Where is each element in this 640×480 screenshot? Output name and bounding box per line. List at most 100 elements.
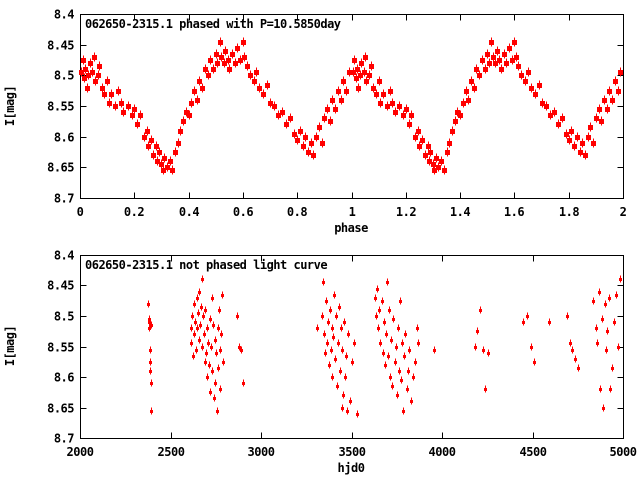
- data-point: [569, 342, 572, 345]
- data-point: [211, 370, 214, 373]
- data-point: [602, 407, 605, 410]
- data-point: [346, 410, 349, 413]
- x-tick-label: 2500: [158, 445, 185, 459]
- data-point: [344, 376, 347, 379]
- data-point: [604, 303, 607, 306]
- data-point: [329, 309, 332, 312]
- data-point: [552, 110, 557, 115]
- data-point: [93, 79, 98, 84]
- data-point: [100, 86, 105, 91]
- data-point: [119, 101, 124, 106]
- data-point: [436, 165, 441, 170]
- data-point: [474, 67, 479, 72]
- data-point: [566, 315, 569, 318]
- data-point: [295, 138, 300, 143]
- data-point: [595, 327, 598, 330]
- data-point: [351, 361, 354, 364]
- bottom-plot-axes: 2000 2500 3000 3500 4000 4500 5000 8.4 8.45 8.5 8.…: [47, 249, 637, 460]
- data-point: [564, 132, 569, 137]
- data-point: [219, 349, 222, 352]
- data-point: [605, 107, 610, 112]
- data-point: [336, 89, 341, 94]
- data-point: [594, 116, 599, 121]
- data-point: [342, 394, 345, 397]
- data-point: [190, 342, 193, 345]
- data-point: [608, 297, 611, 300]
- data-point: [331, 327, 334, 330]
- data-point: [485, 52, 490, 57]
- x-tick-label: 0.6: [233, 205, 253, 219]
- data-point: [331, 376, 334, 379]
- y-tick-label: 8.4: [54, 249, 74, 263]
- data-point: [221, 294, 224, 297]
- data-point: [617, 346, 620, 349]
- data-point: [209, 318, 212, 321]
- data-point: [596, 342, 599, 345]
- data-point: [338, 306, 341, 309]
- data-point: [416, 327, 419, 330]
- data-point: [311, 153, 316, 158]
- x-tick-label: 1.8: [559, 205, 579, 219]
- data-point: [306, 150, 311, 155]
- data-point: [529, 86, 534, 91]
- data-point: [326, 342, 329, 345]
- data-point: [343, 321, 346, 324]
- data-point: [330, 98, 335, 103]
- data-point: [148, 321, 151, 324]
- data-point: [223, 49, 228, 54]
- data-point: [526, 315, 529, 318]
- y-tick-label: 8.55: [47, 341, 74, 355]
- data-point: [618, 70, 623, 75]
- data-point: [203, 67, 208, 72]
- data-point: [605, 349, 608, 352]
- data-point: [150, 382, 153, 385]
- data-point: [328, 364, 331, 367]
- data-point: [325, 107, 330, 112]
- data-point: [242, 55, 247, 60]
- y-tick-label: 8.5: [54, 69, 74, 83]
- data-point: [414, 361, 417, 364]
- data-point: [433, 349, 436, 352]
- data-point: [455, 110, 460, 115]
- data-point: [298, 129, 303, 134]
- y-tick-label: 8.55: [47, 100, 74, 114]
- data-point: [588, 125, 593, 130]
- data-point: [378, 101, 383, 106]
- data-point: [233, 61, 238, 66]
- data-point: [526, 70, 531, 75]
- data-point: [323, 333, 326, 336]
- data-point: [533, 361, 536, 364]
- y-tick-label: 8.6: [54, 371, 74, 385]
- bottom-plot-title: 062650-2315.1 not phased light curve: [85, 258, 327, 272]
- data-point: [216, 410, 219, 413]
- plot-border: [80, 255, 624, 439]
- y-tick-label: 8.7: [54, 192, 74, 206]
- data-point: [466, 98, 471, 103]
- data-point: [383, 321, 386, 324]
- data-point: [569, 129, 574, 134]
- y-tick-label: 8.6: [54, 131, 74, 145]
- data-point: [155, 159, 160, 164]
- data-point: [341, 79, 346, 84]
- data-point: [192, 89, 197, 94]
- data-point: [560, 116, 565, 121]
- data-point: [189, 101, 194, 106]
- data-point: [337, 342, 340, 345]
- data-point: [201, 278, 204, 281]
- data-point: [113, 104, 118, 109]
- data-point: [218, 309, 221, 312]
- data-point: [200, 86, 205, 91]
- data-point: [217, 327, 220, 330]
- data-point: [341, 349, 344, 352]
- data-point: [161, 168, 166, 173]
- data-point: [227, 67, 232, 72]
- data-point: [193, 333, 196, 336]
- data-point: [379, 342, 382, 345]
- data-point: [399, 300, 402, 303]
- data-point: [322, 116, 327, 121]
- data-point: [301, 144, 306, 149]
- data-point: [381, 92, 386, 97]
- data-point: [413, 135, 418, 140]
- data-point: [487, 61, 492, 66]
- data-point: [453, 119, 458, 124]
